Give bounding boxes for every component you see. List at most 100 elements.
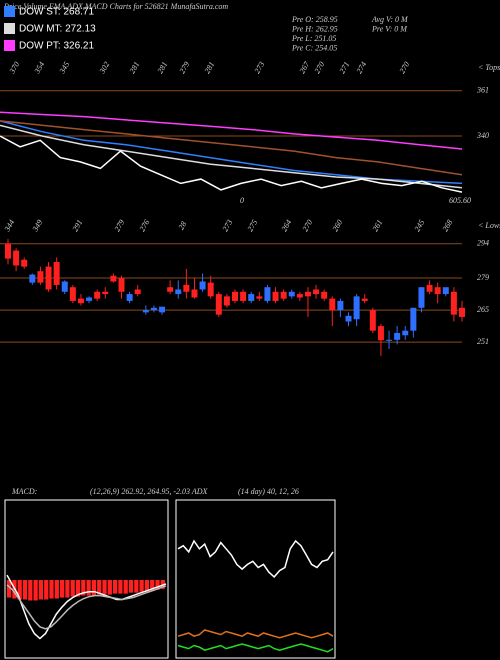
candle-body [37,271,44,283]
histogram-bar [33,580,38,601]
histogram-bar [144,580,150,592]
histogram-bar [139,580,144,592]
histogram-bar [128,580,134,593]
histogram-bar [118,580,123,594]
candle-body [199,281,206,290]
legend-label: DOW PT: 326.21 [19,41,94,52]
candle-body [94,291,101,299]
histogram-bar [107,580,112,595]
candle-body [159,306,166,313]
series-line [0,135,463,193]
level-caption: < Tops [478,63,500,72]
histogram-bar [91,580,97,596]
candle-body [53,262,60,285]
histogram-bar [17,580,22,600]
histogram-bar [54,580,59,599]
candle-body [240,291,247,301]
candle-body [394,332,401,340]
candle-body [102,291,109,295]
info-text: Pre O: 258.95 [291,15,338,24]
y-tick-label: 265 [477,305,489,314]
histogram-bar [134,580,139,593]
candle-body [337,300,344,311]
candle-body [377,326,384,341]
histogram-bar [155,580,160,590]
annotation: 0 [240,196,244,205]
panel-title: (14 day) 40, 12, 26 [238,487,299,496]
y-tick-label: 251 [477,337,489,346]
candle-body [402,330,409,336]
candle-body [5,243,11,259]
candle-body [21,259,28,267]
candle-body [321,291,328,299]
series-line [0,111,463,150]
candle-body [288,291,295,297]
candle-body [361,298,368,301]
y-tick-label: 361 [476,86,489,95]
series-line [0,120,463,176]
candle-body [418,287,425,308]
histogram-bar [28,580,33,601]
series-line [6,584,167,630]
candle-body [264,287,271,301]
candle-body [61,281,68,292]
candle-body [248,294,255,301]
histogram-bar [97,580,102,595]
histogram-bar [49,580,54,599]
histogram-bar [102,580,107,595]
candle-body [434,287,441,295]
candle-body [134,289,141,295]
histogram-bar [60,580,65,598]
candle-body [110,275,117,282]
info-text: Pre V: 0 M [371,24,408,33]
info-text: Pre H: 262.95 [291,24,338,33]
histogram-bar [86,580,91,596]
candle-body [410,307,417,331]
histogram-bar [44,580,49,600]
candle-body [69,287,76,301]
candle-body [86,297,93,301]
info-text: Pre C: 254.05 [291,43,337,52]
candle-body [207,282,214,297]
legend-label: DOW MT: 272.13 [19,24,96,35]
candle-body [450,291,457,315]
level-caption: < Lows [478,221,500,230]
info-text: Avg V: 0 M [371,15,409,24]
chart-title: Price,Volume,EMA,ADX,MACD Charts for 526… [3,2,228,11]
histogram-bar [7,580,12,598]
candle-body [183,284,190,292]
histogram-bar [81,580,86,596]
candle-body [45,266,52,290]
legend-swatch [4,40,15,51]
candle-body [215,294,222,315]
candle-body [442,287,449,295]
series-line [177,643,334,653]
legend-swatch [4,23,15,34]
level-label: 28 [177,220,189,231]
candle-body [150,307,157,311]
candle-body [329,298,336,311]
histogram-bar [70,580,75,597]
series-line [177,629,334,639]
candle-body [126,294,133,301]
y-tick-label: 340 [476,131,489,140]
histogram-bar [123,580,128,594]
annotation: 605.60 [449,196,471,205]
legend-label: DOW ST: 268.71 [19,7,94,18]
candle-body [313,289,320,295]
candle-body [369,310,376,331]
candle-body [256,296,263,299]
candle-body [191,289,198,298]
candle-body [272,291,279,301]
panel-title: MACD: [11,487,38,496]
candle-body [167,287,174,292]
candle-body [13,250,20,266]
candle-body [280,291,287,299]
histogram-bar [150,580,155,591]
legend-swatch [4,6,15,17]
adx-frame [175,499,336,659]
histogram-bar [113,580,118,594]
